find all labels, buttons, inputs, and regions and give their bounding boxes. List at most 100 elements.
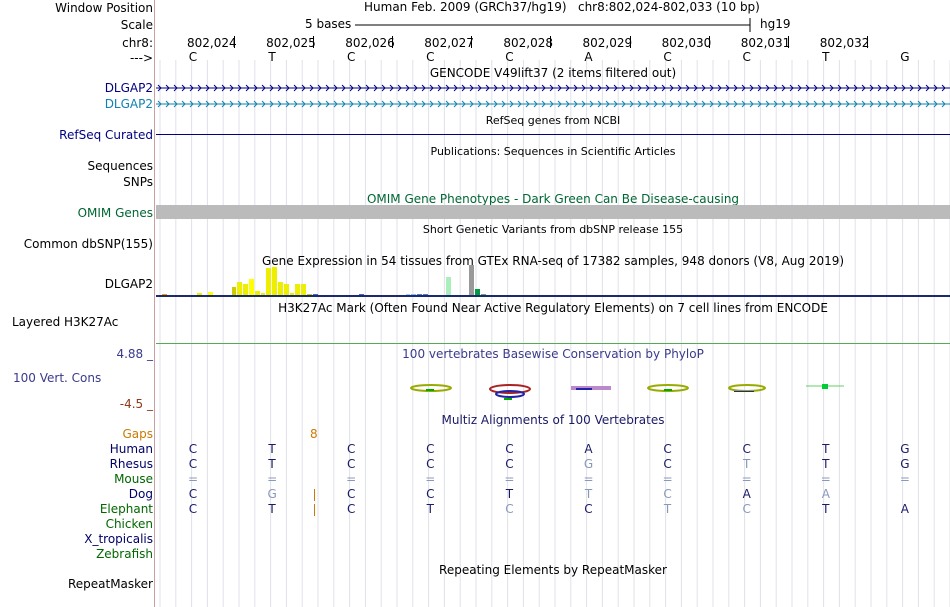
repeatmasker-label[interactable]: RepeatMasker — [67, 577, 153, 591]
aligned-base: T — [663, 502, 672, 516]
gtex-tissue-bar[interactable] — [307, 293, 312, 296]
refseq-line[interactable] — [156, 134, 950, 135]
ruler-position: 802,029 — [582, 36, 633, 50]
ruler-position: 802,030 — [661, 36, 712, 50]
ruler-base: A — [584, 50, 593, 64]
publications-track-title[interactable]: Publications: Sequences in Scientific Ar… — [430, 145, 676, 158]
aligned-base: T — [505, 487, 514, 501]
gap-count: 8 — [310, 427, 318, 441]
aligned-base: C — [188, 502, 198, 516]
species-label[interactable]: Chicken — [105, 517, 153, 531]
gencode-track-title[interactable]: GENCODE V49lift37 (2 items filtered out) — [429, 66, 677, 80]
h3k27ac-track-title[interactable]: H3K27Ac Mark (Often Found Near Active Re… — [278, 301, 828, 315]
gtex-tissue-bar[interactable] — [266, 268, 272, 296]
aligned-base: A — [584, 442, 593, 456]
genome-label: hg19 — [760, 17, 791, 31]
gtex-tissue-bar[interactable] — [231, 286, 237, 296]
phylop-logos[interactable] — [156, 378, 950, 406]
sequences-label[interactable]: Sequences — [87, 159, 153, 173]
species-label[interactable]: X_tropicalis — [84, 532, 153, 546]
aligned-base: T — [743, 457, 751, 471]
gtex-tissue-bar[interactable] — [301, 283, 306, 296]
gtex-track-title[interactable]: Gene Expression in 54 tissues from GTEx … — [261, 254, 845, 268]
multiz-track-title[interactable]: Multiz Alignments of 100 Vertebrates — [441, 413, 665, 427]
gtex-tissue-bar[interactable] — [469, 265, 475, 296]
gtex-tissue-bar[interactable] — [278, 282, 283, 296]
ruler-base: C — [188, 50, 198, 64]
gene-label-dlgap2-1[interactable]: DLGAP2 — [104, 81, 153, 95]
aligned-base: G — [900, 442, 910, 456]
phylop-track-title[interactable]: 100 vertebrates Basewise Conservation by… — [402, 347, 704, 361]
species-label[interactable]: Human — [109, 442, 153, 456]
species-label[interactable]: Elephant — [99, 502, 153, 516]
gene-track-dlgap2-1[interactable] — [156, 82, 950, 94]
species-label[interactable]: Rhesus — [109, 457, 153, 471]
gtex-tissue-bar[interactable] — [243, 284, 248, 296]
aligned-base: T — [426, 502, 434, 516]
gtex-tissue-bar[interactable] — [295, 283, 301, 296]
aligned-base: G — [900, 457, 910, 471]
species-label[interactable]: Zebrafish — [96, 547, 153, 561]
snps-label[interactable]: SNPs — [123, 175, 153, 189]
omim-feature[interactable] — [156, 205, 950, 219]
gtex-tissue-bar[interactable] — [208, 292, 214, 296]
gene-track-dlgap2-2[interactable] — [156, 98, 950, 110]
conservation-min-label: -4.5 _ — [119, 397, 153, 411]
gtex-tissue-bar[interactable] — [260, 292, 266, 296]
aligned-base: = — [899, 472, 910, 486]
phylop-logo-1 — [410, 384, 452, 392]
phylop-logo-5 — [728, 384, 766, 392]
gtex-tissue-bar[interactable] — [289, 292, 295, 296]
ruler-base: C — [663, 50, 672, 64]
gtex-tissue-bar[interactable] — [237, 282, 243, 296]
gtex-tissue-bar[interactable] — [446, 277, 451, 296]
species-label[interactable]: Mouse — [114, 472, 153, 486]
dbsnp-track-title[interactable]: Short Genetic Variants from dbSNP releas… — [422, 223, 684, 236]
gtex-tissue-bar[interactable] — [475, 289, 480, 296]
aligned-base: C — [346, 487, 356, 501]
gene-label-dlgap2-2[interactable]: DLGAP2 — [104, 97, 153, 111]
refseq-track-title[interactable]: RefSeq genes from NCBI — [485, 114, 621, 127]
gtex-bar-chart[interactable] — [156, 262, 950, 296]
ruler-base: C — [346, 50, 356, 64]
aligned-base: C — [505, 457, 514, 471]
omim-label[interactable]: OMIM Genes — [77, 206, 153, 220]
gtex-tissue-bar[interactable] — [196, 292, 202, 296]
aligned-base: = — [425, 472, 436, 486]
gtex-gene-label[interactable]: DLGAP2 — [104, 277, 153, 291]
aligned-base: C — [505, 502, 514, 516]
repeatmasker-track-title[interactable]: Repeating Elements by RepeatMasker — [439, 563, 667, 577]
aligned-base: A — [821, 487, 830, 501]
aligned-base: G — [583, 457, 594, 471]
ruler-tick — [392, 36, 394, 48]
species-label[interactable]: Dog — [128, 487, 153, 501]
aligned-base: C — [663, 442, 672, 456]
gtex-tissue-bar[interactable] — [405, 293, 411, 296]
aligned-base: A — [742, 487, 751, 501]
aligned-base: T — [268, 502, 276, 516]
ruler-position: 802,032 — [819, 36, 870, 50]
gtex-tissue-bar[interactable] — [254, 291, 260, 296]
conservation-max-label: 4.88 _ — [116, 347, 153, 361]
assembly-title: Human Feb. 2009 (GRCh37/hg19) chr8:802,0… — [364, 0, 760, 14]
ruler-tick — [866, 36, 868, 48]
omim-track-title[interactable]: OMIM Gene Phenotypes - Dark Green Can Be… — [366, 192, 740, 206]
ruler-base: C — [742, 50, 751, 64]
gap-marker — [314, 504, 315, 516]
refseq-label[interactable]: RefSeq Curated — [59, 128, 153, 142]
aligned-base: C — [742, 442, 751, 456]
gtex-tissue-bar[interactable] — [272, 266, 277, 296]
h3k27ac-label[interactable]: Layered H3K27Ac — [12, 315, 119, 329]
ruler-position: 802,028 — [503, 36, 554, 50]
aligned-base: A — [900, 502, 909, 516]
aligned-base: C — [346, 442, 356, 456]
ruler-tick — [550, 36, 552, 48]
gtex-tissue-bar[interactable] — [249, 278, 254, 296]
gtex-tissue-bar[interactable] — [283, 283, 289, 296]
conservation-track-label[interactable]: 100 Vert. Cons — [13, 371, 102, 385]
aligned-base: C — [505, 442, 514, 456]
ruler-position: 802,031 — [740, 36, 791, 50]
ruler-tick — [234, 36, 235, 48]
common-dbsnp-label[interactable]: Common dbSNP(155) — [23, 237, 153, 251]
